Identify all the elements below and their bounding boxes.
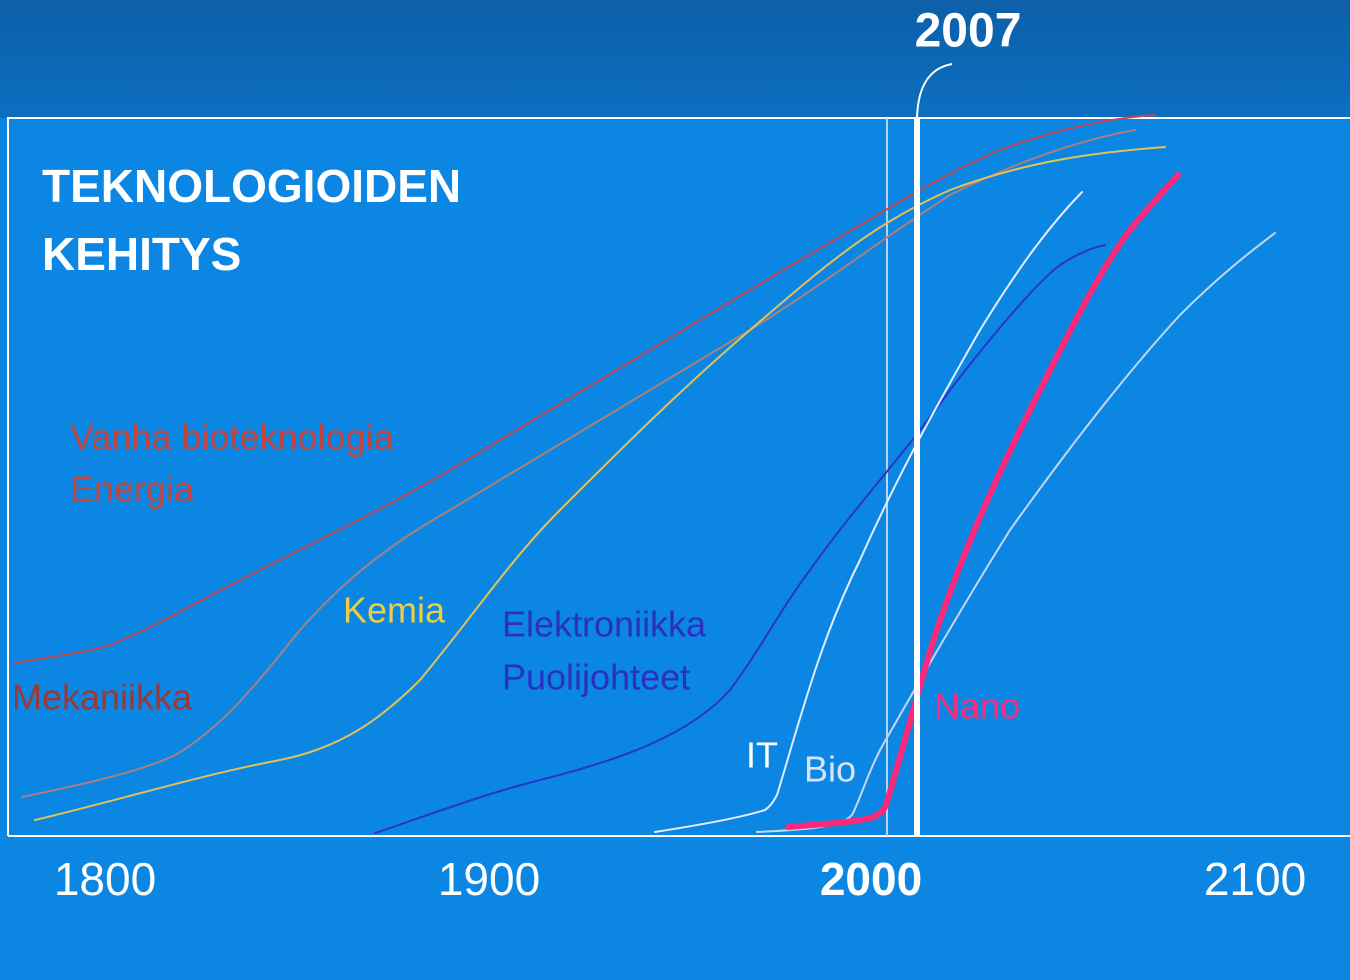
year-label: 1900 <box>438 853 540 905</box>
curve-bio <box>756 232 1276 833</box>
curve-label: Elektroniikka <box>502 604 707 645</box>
curve-mekaniikka <box>21 129 1136 798</box>
curve-kemia <box>34 146 1166 821</box>
year-label: 1800 <box>54 853 156 905</box>
curve-label: Vanha bioteknologia <box>70 417 395 458</box>
top-band <box>0 0 1350 118</box>
frame <box>7 117 1350 837</box>
curve-label: Nano <box>934 686 1020 727</box>
curve-label: Bio <box>804 749 856 790</box>
curve-elektroniikka <box>374 244 1106 834</box>
year-label: 2100 <box>1204 853 1306 905</box>
title-line: TEKNOLOGIOIDEN <box>42 160 461 212</box>
curve-label: Puolijohteet <box>502 657 690 698</box>
title-line: KEHITYS <box>42 228 241 280</box>
curve-label: Energia <box>70 469 195 510</box>
marker-label: 2007 <box>915 5 1022 58</box>
marker-callout <box>916 63 953 119</box>
curve-label: Mekaniikka <box>12 677 193 718</box>
curve-it <box>654 191 1083 833</box>
curve-nano <box>785 172 1181 830</box>
curve-vanha <box>14 114 1156 664</box>
year-label: 2000 <box>820 853 922 905</box>
curve-label: Kemia <box>343 590 446 631</box>
curves <box>14 114 1276 834</box>
curve-label: IT <box>746 735 778 776</box>
